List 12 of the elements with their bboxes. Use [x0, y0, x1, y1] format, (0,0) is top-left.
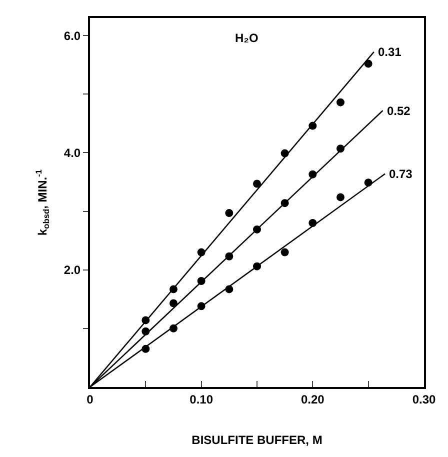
x-tick-label: 0: [86, 392, 94, 406]
y-tick-label: 4.0: [64, 146, 81, 160]
x-tick-label: 0.10: [190, 392, 214, 406]
series-label: 0.31: [378, 45, 402, 59]
annotation: H₂O: [235, 31, 258, 45]
series-label: 0.73: [389, 167, 413, 181]
y-tick-label: 6.0: [64, 28, 81, 43]
x-tick-label: 0.30: [412, 392, 436, 406]
y-tick-label: 2.0: [64, 263, 81, 278]
x-tick-label: 0.20: [300, 392, 325, 406]
series-label: 0.52: [387, 104, 411, 118]
x-axis-title: BISULFITE BUFFER, M: [192, 432, 322, 447]
